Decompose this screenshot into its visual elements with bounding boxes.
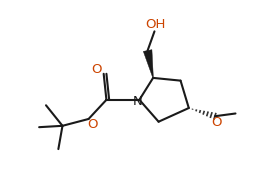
Text: O: O [211,116,222,129]
Text: OH: OH [146,18,166,31]
Text: O: O [92,63,102,76]
Text: O: O [87,118,98,131]
Polygon shape [143,50,153,78]
Text: N: N [132,95,142,108]
